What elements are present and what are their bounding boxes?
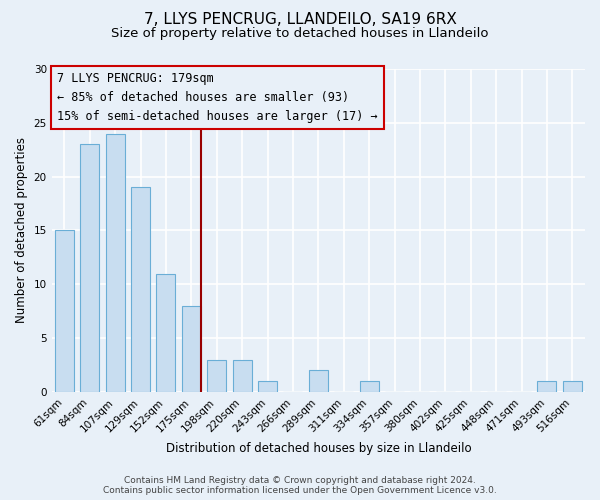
Bar	[359, 381, 379, 392]
Text: Contains HM Land Registry data © Crown copyright and database right 2024.
Contai: Contains HM Land Registry data © Crown c…	[103, 476, 497, 495]
Text: 7, LLYS PENCRUG, LLANDEILO, SA19 6RX: 7, LLYS PENCRUG, LLANDEILO, SA19 6RX	[143, 12, 457, 28]
Bar	[538, 381, 556, 392]
Bar	[182, 306, 201, 392]
Text: 7 LLYS PENCRUG: 179sqm
← 85% of detached houses are smaller (93)
15% of semi-det: 7 LLYS PENCRUG: 179sqm ← 85% of detached…	[57, 72, 377, 123]
Y-axis label: Number of detached properties: Number of detached properties	[15, 138, 28, 324]
Bar	[309, 370, 328, 392]
Text: Size of property relative to detached houses in Llandeilo: Size of property relative to detached ho…	[111, 28, 489, 40]
Bar	[258, 381, 277, 392]
Bar	[131, 188, 150, 392]
Bar	[55, 230, 74, 392]
Bar	[207, 360, 226, 392]
Bar	[106, 134, 125, 392]
X-axis label: Distribution of detached houses by size in Llandeilo: Distribution of detached houses by size …	[166, 442, 471, 455]
Bar	[563, 381, 582, 392]
Bar	[80, 144, 99, 392]
Bar	[233, 360, 251, 392]
Bar	[157, 274, 175, 392]
